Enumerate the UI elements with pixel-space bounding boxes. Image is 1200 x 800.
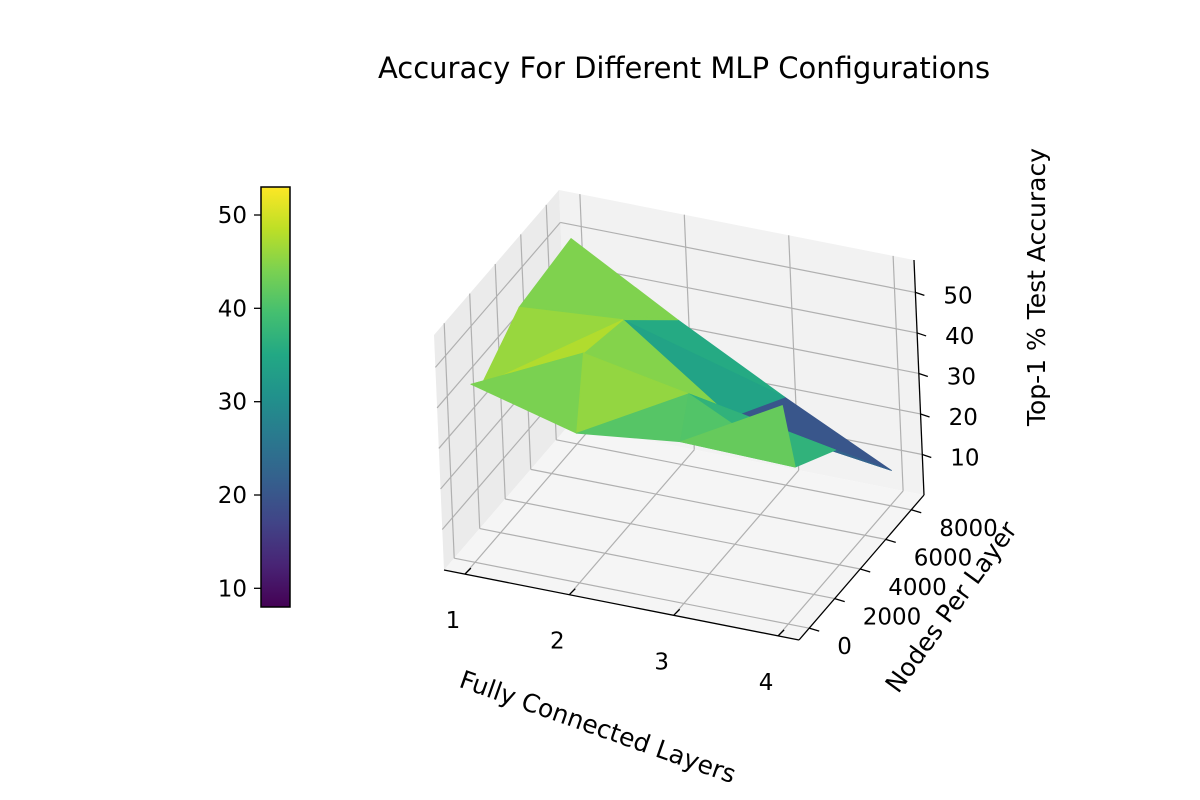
z-axis-label: Top-1 % Test Accuracy [1022,148,1051,427]
grid-lines [434,194,923,637]
colorbar-tick-label: 30 [218,390,247,416]
grid-line-z-back [560,221,916,294]
y-tick-label: 4000 [888,575,947,601]
y-tick-mark [809,627,820,632]
grid-line-y-left [443,323,455,559]
z-tick-label: 40 [945,324,974,350]
colorbar-tick-label: 40 [218,296,247,322]
z-tick-label: 20 [949,405,978,431]
grid-line-z-left [434,222,561,368]
x-tick-mark [777,629,785,637]
z-axis-line [913,259,925,496]
x-axis-line [443,569,800,641]
grid-line-y-floor [530,468,886,540]
grid-line-x-floor [673,469,800,616]
colorbar-tick-label: 50 [218,203,247,229]
y-tick-mark [885,538,896,544]
chart-title: Accuracy For Different MLP Configuration… [378,51,990,85]
grid-line-x-floor [777,490,904,637]
z-tick-label: 10 [950,446,979,472]
floor-pane [444,425,924,640]
x-axis-label: Fully Connected Layers [456,665,740,789]
grid-line-y-left [469,293,481,529]
x-tick-label: 2 [550,629,565,655]
grid-line-x-floor [568,449,695,596]
x-tick-label: 3 [654,649,669,675]
x-tick-label: 4 [759,670,774,696]
y-tick-label: 0 [837,634,852,660]
z-tick-mark [918,372,929,378]
y-axis-line [798,494,925,641]
z-tick-mark [916,332,927,337]
grid-line-x-floor [464,428,591,575]
surface-plot [470,238,892,471]
y-tick-mark [834,597,845,603]
z-tick-mark [922,453,932,459]
y-tick-label: 8000 [939,516,998,542]
z-tick-mark [920,413,930,418]
z-tick-mark [915,291,925,297]
y-tick-mark [860,568,871,573]
grid-line-y-floor [505,498,861,570]
grid-line-z-back [561,262,918,334]
grid-line-y-floor [454,557,810,629]
z-tick-label: 50 [943,283,972,309]
x-tick-mark [568,588,576,596]
colorbar: 10 20 30 40 50 [218,186,291,608]
colorbar-tick-label: 10 [218,576,247,602]
x-tick-mark [464,567,472,575]
colorbar-gradient [260,186,291,608]
grid-line-y-floor [479,527,835,600]
surface-facet [680,405,796,468]
colorbar-tick-label: 20 [218,483,247,509]
grid-line-x-back [892,255,904,491]
x-tick-mark [673,608,681,616]
y-tick-label: 6000 [914,545,973,571]
x-tick-label: 1 [446,608,461,634]
z-tick-label: 30 [947,364,976,390]
colorbar-ticks: 10 20 30 40 50 [218,203,261,602]
y-tick-label: 2000 [863,605,922,631]
grid-line-y-floor [556,439,912,511]
y-tick-mark [911,509,922,514]
